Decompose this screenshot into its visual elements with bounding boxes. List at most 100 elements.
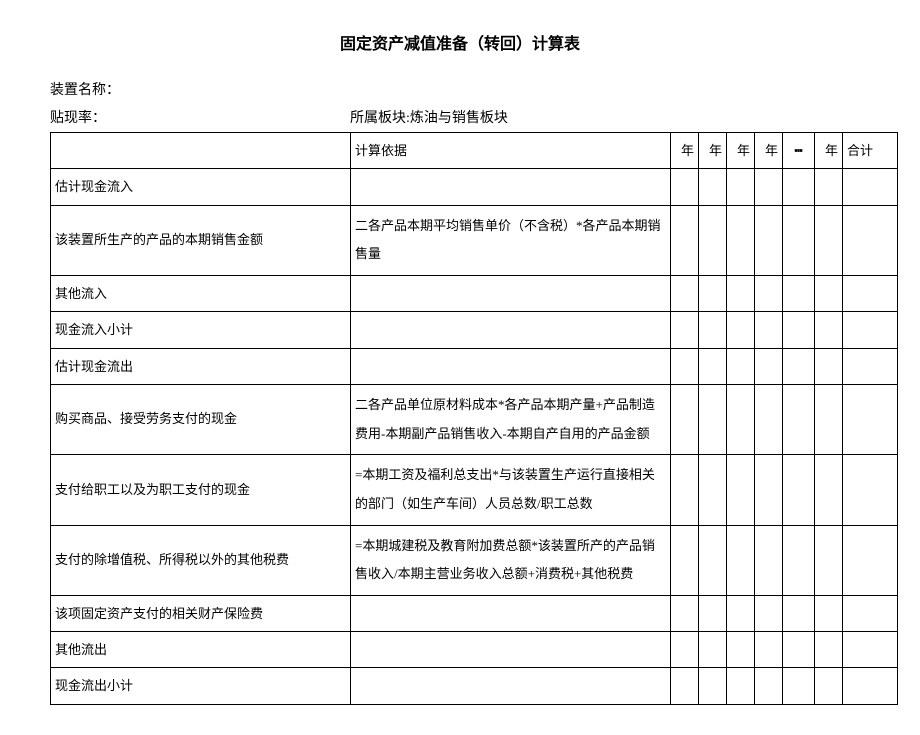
- cell-ellipsis: [783, 205, 815, 275]
- cell-year: [727, 595, 755, 631]
- cell-year-last: [815, 312, 843, 348]
- cell-item: 其他流出: [51, 632, 351, 668]
- cell-year-last: [815, 668, 843, 704]
- cell-year-last: [815, 455, 843, 525]
- cell-year: [727, 385, 755, 455]
- cell-year: [755, 595, 783, 631]
- cell-year: [699, 169, 727, 205]
- cell-year: [699, 348, 727, 384]
- cell-year: [699, 668, 727, 704]
- device-name-row: 装置名称：: [50, 79, 870, 99]
- cell-basis: 二各产品本期平均销售单价（不含税）*各产品本期销售量: [351, 205, 671, 275]
- cell-ellipsis: [783, 385, 815, 455]
- cell-year-last: [815, 275, 843, 311]
- segment-label: 所属板块:: [350, 111, 410, 126]
- header-ellipsis: ┅: [783, 133, 815, 169]
- cell-item: 其他流入: [51, 275, 351, 311]
- cell-year: [671, 632, 699, 668]
- header-item: [51, 133, 351, 169]
- cell-year: [699, 205, 727, 275]
- cell-year: [671, 312, 699, 348]
- cell-basis: [351, 348, 671, 384]
- cell-year-last: [815, 385, 843, 455]
- cell-item: 支付的除增值税、所得税以外的其他税费: [51, 525, 351, 595]
- cell-basis: [351, 632, 671, 668]
- cell-year: [699, 312, 727, 348]
- cell-total: [843, 632, 898, 668]
- header-year-last: 年: [815, 133, 843, 169]
- cell-basis: =本期工资及福利总支出*与该装置生产运行直接相关的部门（如生产车间）人员总数/职…: [351, 455, 671, 525]
- cell-year: [727, 275, 755, 311]
- cell-year: [671, 595, 699, 631]
- header-year-3: 年: [727, 133, 755, 169]
- meta-row-2: 贴现率： 所属板块:炼油与销售板块: [50, 107, 870, 127]
- cell-year: [755, 385, 783, 455]
- cell-year: [727, 525, 755, 595]
- cell-year: [671, 525, 699, 595]
- cell-basis: =本期城建税及教育附加费总额*该装置所产的产品销售收入/本期主营业务收入总额+消…: [351, 525, 671, 595]
- cell-year-last: [815, 348, 843, 384]
- discount-rate-label: 贴现率：: [50, 107, 350, 127]
- cell-year: [699, 595, 727, 631]
- cell-year: [755, 312, 783, 348]
- cell-item: 支付给职工以及为职工支付的现金: [51, 455, 351, 525]
- header-year-4: 年: [755, 133, 783, 169]
- cell-year: [699, 632, 727, 668]
- cell-ellipsis: [783, 275, 815, 311]
- table-row: 支付的除增值税、所得税以外的其他税费=本期城建税及教育附加费总额*该装置所产的产…: [51, 525, 898, 595]
- cell-year-last: [815, 205, 843, 275]
- table-header-row: 计算依据 年 年 年 年 ┅ 年 合计: [51, 133, 898, 169]
- cell-item: 购买商品、接受劳务支付的现金: [51, 385, 351, 455]
- cell-year: [755, 668, 783, 704]
- cell-year: [727, 312, 755, 348]
- cell-item: 估计现金流入: [51, 169, 351, 205]
- cell-year: [699, 455, 727, 525]
- cell-ellipsis: [783, 312, 815, 348]
- table-row: 该项固定资产支付的相关财产保险费: [51, 595, 898, 631]
- segment-info: 所属板块:炼油与销售板块: [350, 107, 870, 127]
- cell-year: [671, 668, 699, 704]
- segment-value: 炼油与销售板块: [410, 111, 508, 126]
- calculation-table: 计算依据 年 年 年 年 ┅ 年 合计 估计现金流入该装置所生产的产品的本期销售…: [50, 132, 898, 705]
- table-row: 购买商品、接受劳务支付的现金二各产品单位原材料成本*各产品本期产量+产品制造费用…: [51, 385, 898, 455]
- cell-basis: [351, 312, 671, 348]
- cell-basis: 二各产品单位原材料成本*各产品本期产量+产品制造费用-本期副产品销售收入-本期自…: [351, 385, 671, 455]
- cell-ellipsis: [783, 169, 815, 205]
- cell-ellipsis: [783, 632, 815, 668]
- cell-total: [843, 348, 898, 384]
- cell-year: [671, 275, 699, 311]
- cell-item: 估计现金流出: [51, 348, 351, 384]
- cell-year: [755, 455, 783, 525]
- cell-item: 该装置所生产的产品的本期销售金额: [51, 205, 351, 275]
- header-year-2: 年: [699, 133, 727, 169]
- header-basis: 计算依据: [351, 133, 671, 169]
- cell-year: [755, 169, 783, 205]
- cell-year: [671, 205, 699, 275]
- cell-year: [699, 385, 727, 455]
- cell-year: [755, 525, 783, 595]
- cell-total: [843, 169, 898, 205]
- cell-year: [727, 455, 755, 525]
- cell-total: [843, 525, 898, 595]
- cell-year-last: [815, 632, 843, 668]
- cell-basis: [351, 275, 671, 311]
- cell-total: [843, 595, 898, 631]
- cell-basis: [351, 595, 671, 631]
- cell-total: [843, 668, 898, 704]
- header-year-1: 年: [671, 133, 699, 169]
- cell-year: [727, 169, 755, 205]
- cell-year-last: [815, 525, 843, 595]
- cell-total: [843, 275, 898, 311]
- table-row: 该装置所生产的产品的本期销售金额二各产品本期平均销售单价（不含税）*各产品本期销…: [51, 205, 898, 275]
- cell-total: [843, 385, 898, 455]
- cell-year-last: [815, 595, 843, 631]
- cell-year: [727, 348, 755, 384]
- cell-year: [671, 348, 699, 384]
- cell-year: [755, 205, 783, 275]
- cell-year-last: [815, 169, 843, 205]
- cell-ellipsis: [783, 455, 815, 525]
- table-row: 其他流入: [51, 275, 898, 311]
- cell-basis: [351, 668, 671, 704]
- cell-item: 该项固定资产支付的相关财产保险费: [51, 595, 351, 631]
- cell-item: 现金流入小计: [51, 312, 351, 348]
